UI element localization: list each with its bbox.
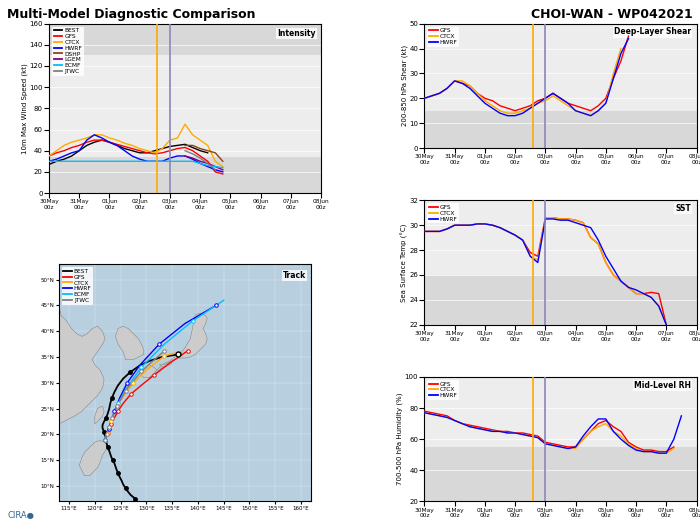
Polygon shape xyxy=(149,313,207,377)
Bar xyxy=(424,377,696,447)
Polygon shape xyxy=(94,406,104,424)
Legend: GFS, CTCX, HWRF: GFS, CTCX, HWRF xyxy=(428,203,459,223)
Text: CHOI-WAN - WP042021: CHOI-WAN - WP042021 xyxy=(531,8,693,21)
Text: Track: Track xyxy=(283,271,307,280)
Polygon shape xyxy=(116,326,144,360)
Polygon shape xyxy=(159,362,172,368)
Text: Mid-Level RH: Mid-Level RH xyxy=(634,381,691,390)
Bar xyxy=(424,24,696,86)
Legend: GFS, CTCX, HWRF: GFS, CTCX, HWRF xyxy=(428,27,459,47)
Bar xyxy=(49,125,321,157)
Bar xyxy=(424,86,696,111)
Legend: GFS, CTCX, HWRF: GFS, CTCX, HWRF xyxy=(428,380,459,400)
Y-axis label: Sea Surface Temp (°C): Sea Surface Temp (°C) xyxy=(400,223,408,302)
Y-axis label: 200-850 hPa Shear (kt): 200-850 hPa Shear (kt) xyxy=(401,45,408,127)
Text: SST: SST xyxy=(676,204,691,213)
Text: Multi-Model Diagnostic Comparison: Multi-Model Diagnostic Comparison xyxy=(7,8,256,21)
Y-axis label: 700-500 hPa Humidity (%): 700-500 hPa Humidity (%) xyxy=(397,393,403,486)
Text: CIRA●: CIRA● xyxy=(7,511,34,520)
Polygon shape xyxy=(59,264,105,424)
Y-axis label: 10m Max Wind Speed (kt): 10m Max Wind Speed (kt) xyxy=(22,63,28,154)
Bar xyxy=(49,56,321,125)
Polygon shape xyxy=(79,440,108,476)
Polygon shape xyxy=(141,365,157,377)
Legend: BEST, GFS, CTCX, HWRF, ECMF, JTWC: BEST, GFS, CTCX, HWRF, ECMF, JTWC xyxy=(62,267,93,304)
Bar xyxy=(424,201,696,275)
Text: Intensity: Intensity xyxy=(277,29,316,38)
Legend: BEST, GFS, CTCX, HWRF, DSHP, LGEM, ECMF, JTWC: BEST, GFS, CTCX, HWRF, DSHP, LGEM, ECMF,… xyxy=(52,27,84,76)
Text: Deep-Layer Shear: Deep-Layer Shear xyxy=(614,27,691,36)
